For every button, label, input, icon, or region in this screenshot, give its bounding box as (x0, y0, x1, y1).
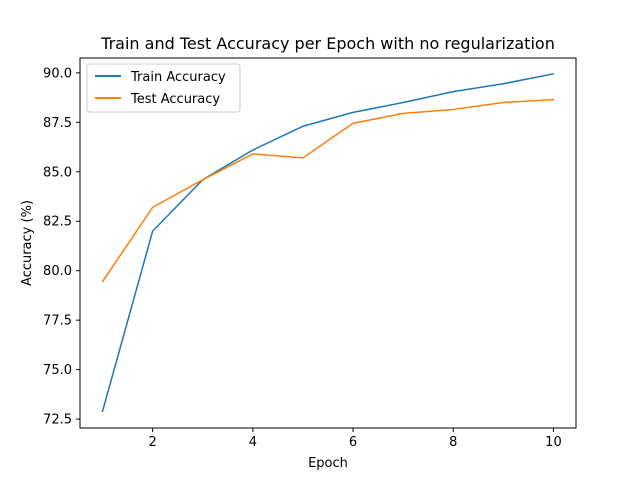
y-tick-label: 82.5 (43, 215, 72, 230)
y-axis: 72.5 75.0 77.5 80.0 82.5 85.0 87.5 90.0 (43, 66, 80, 427)
y-tick-label: 85.0 (43, 165, 72, 180)
legend: Train Accuracy Test Accuracy (87, 64, 240, 112)
series-line-test (103, 100, 554, 282)
x-axis: 2 4 6 8 10 (149, 428, 562, 450)
series-line-train (103, 74, 554, 411)
y-tick-label: 80.0 (43, 264, 72, 279)
y-tick-label: 77.5 (43, 314, 72, 329)
y-tick-label: 87.5 (43, 116, 72, 131)
legend-label-test: Test Accuracy (130, 92, 220, 107)
y-tick-label: 90.0 (43, 66, 72, 81)
chart-title: Train and Test Accuracy per Epoch with n… (100, 34, 555, 53)
x-tick-label: 6 (349, 435, 357, 450)
plot-lines (103, 74, 554, 411)
x-axis-label: Epoch (308, 456, 348, 471)
x-tick-label: 10 (545, 435, 562, 450)
x-tick-label: 2 (149, 435, 157, 450)
legend-label-train: Train Accuracy (130, 70, 226, 85)
y-tick-label: 72.5 (43, 413, 72, 428)
plot-frame (80, 58, 576, 428)
y-tick-label: 75.0 (43, 363, 72, 378)
x-tick-label: 8 (449, 435, 457, 450)
x-tick-label: 4 (249, 435, 257, 450)
y-axis-label: Accuracy (%) (20, 200, 35, 286)
